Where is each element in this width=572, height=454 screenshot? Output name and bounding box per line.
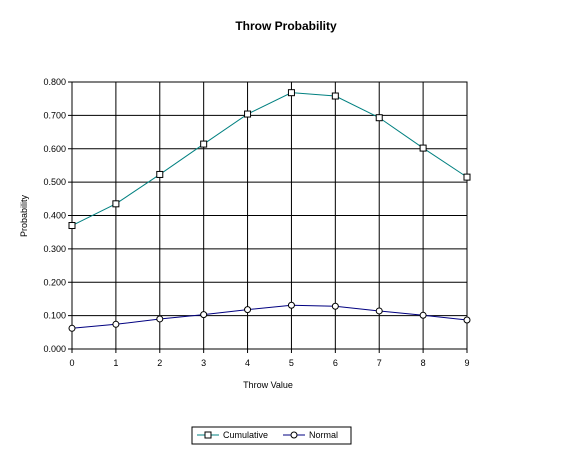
data-point-cumulative bbox=[156, 170, 164, 178]
x-axis-label: Throw Value bbox=[243, 380, 293, 390]
y-tick-label: 0.500 bbox=[43, 177, 66, 187]
y-tick-label: 0.400 bbox=[43, 211, 66, 221]
data-point-cumulative bbox=[331, 92, 339, 100]
x-tick-label: 9 bbox=[464, 358, 469, 368]
data-point-normal bbox=[463, 316, 471, 324]
legend: Cumulative Normal bbox=[191, 426, 352, 445]
grid bbox=[71, 81, 468, 350]
data-point-cumulative bbox=[244, 110, 252, 118]
x-tick-label: 6 bbox=[333, 358, 338, 368]
data-point-cumulative bbox=[68, 222, 76, 230]
x-tick-label: 8 bbox=[421, 358, 426, 368]
data-point-normal bbox=[331, 302, 339, 310]
y-tick-label: 0.600 bbox=[43, 144, 66, 154]
series-line-cumulative bbox=[71, 92, 468, 226]
legend-label-normal: Normal bbox=[309, 430, 338, 440]
data-point-normal bbox=[156, 315, 164, 323]
y-tick-label: 0.700 bbox=[43, 110, 66, 120]
data-point-normal bbox=[112, 320, 120, 328]
axes: 0.000 0.100 0.200 0.300 0.400 0.500 0.600 0.700… bbox=[43, 77, 469, 368]
series bbox=[68, 89, 471, 332]
series-line-normal bbox=[71, 304, 468, 329]
y-tick-label: 0.300 bbox=[43, 244, 66, 254]
x-tick-label: 7 bbox=[377, 358, 382, 368]
x-tick-label: 0 bbox=[69, 358, 74, 368]
x-tick-label: 3 bbox=[201, 358, 206, 368]
y-tick-label: 0.800 bbox=[43, 77, 66, 87]
legend-marker-normal bbox=[290, 431, 298, 439]
y-tick-label: 0.200 bbox=[43, 277, 66, 287]
x-tick-label: 1 bbox=[113, 358, 118, 368]
data-point-cumulative bbox=[287, 89, 295, 97]
data-point-normal bbox=[419, 311, 427, 319]
x-tick-label: 4 bbox=[245, 358, 250, 368]
legend-label-cumulative: Cumulative bbox=[223, 430, 268, 440]
data-point-normal bbox=[375, 307, 383, 315]
data-point-normal bbox=[68, 324, 76, 332]
data-point-cumulative bbox=[375, 114, 383, 122]
legend-box bbox=[191, 426, 352, 445]
y-tick-label: 0.000 bbox=[43, 344, 66, 354]
data-point-cumulative bbox=[463, 173, 471, 181]
legend-marker-cumulative bbox=[204, 431, 212, 439]
data-point-cumulative bbox=[112, 200, 120, 208]
x-tick-label: 2 bbox=[157, 358, 162, 368]
plot-frame bbox=[71, 81, 468, 350]
x-tick-label: 5 bbox=[289, 358, 294, 368]
data-point-normal bbox=[200, 311, 208, 319]
y-tick-label: 0.100 bbox=[43, 311, 66, 321]
chart-title: Throw Probability bbox=[235, 19, 337, 33]
data-point-normal bbox=[287, 301, 295, 309]
y-axis-label: Probability bbox=[19, 194, 29, 237]
data-point-normal bbox=[244, 306, 252, 314]
data-point-cumulative bbox=[419, 144, 427, 152]
data-point-cumulative bbox=[200, 140, 208, 148]
